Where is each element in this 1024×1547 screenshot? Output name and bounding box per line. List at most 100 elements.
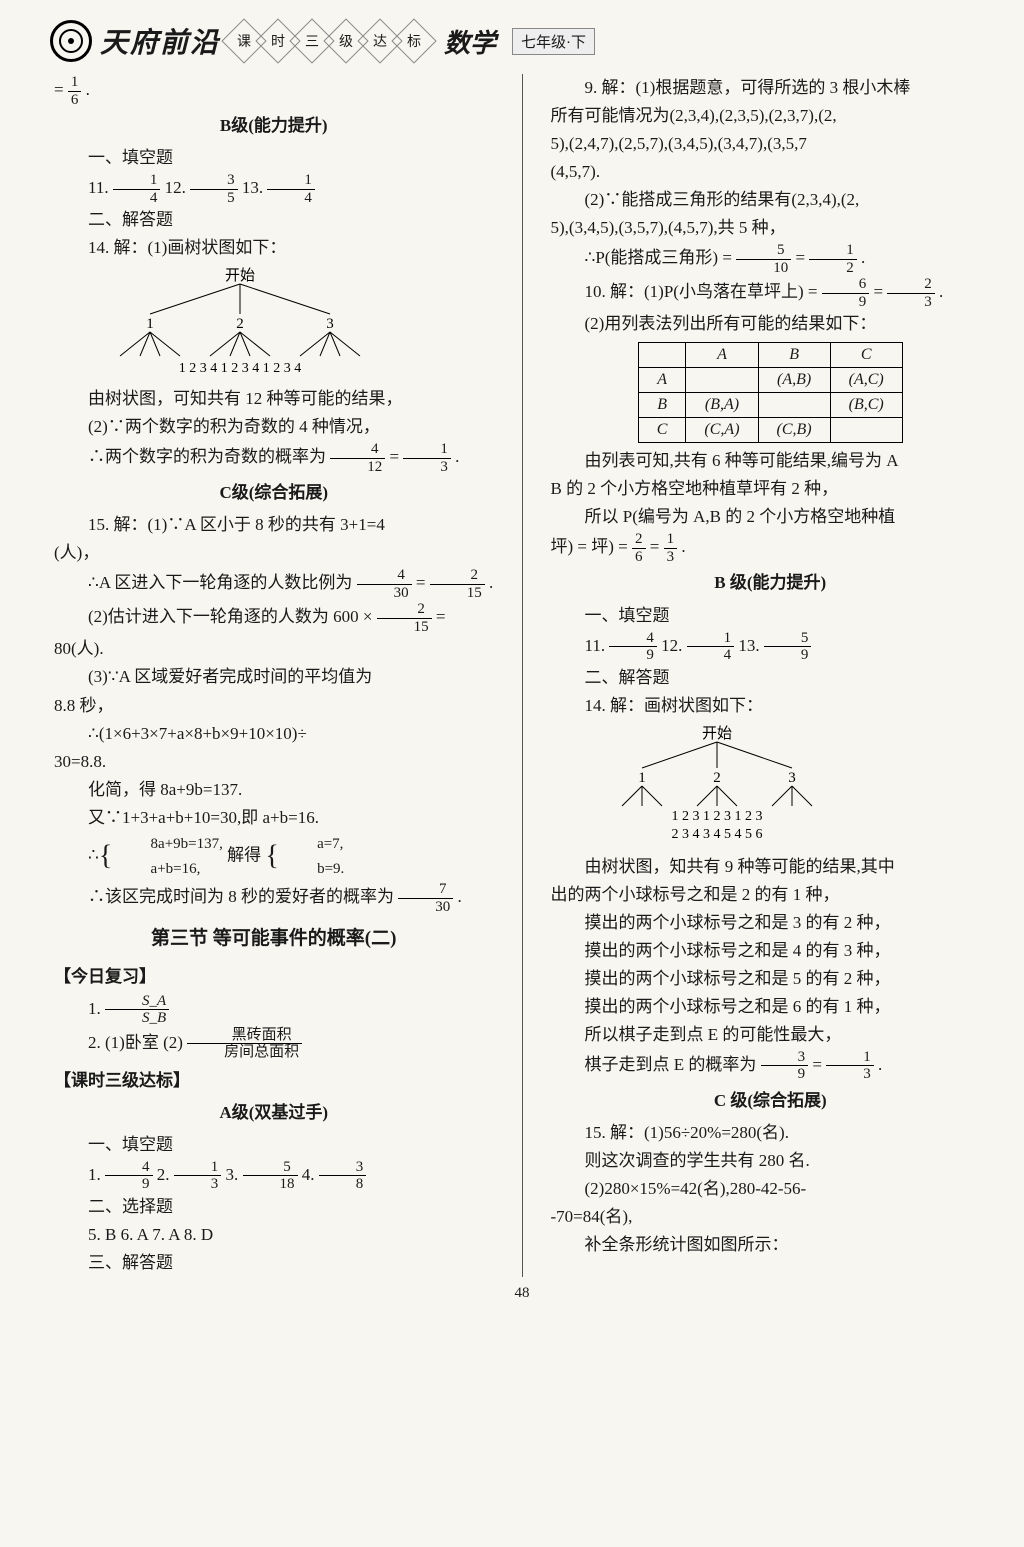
table-row: A (A,B) (A,C) xyxy=(638,368,902,393)
text-line: ∴P(能搭成三角形) = 510 = 12 . xyxy=(547,242,995,276)
text-line: 5),(2,4,7),(2,5,7),(3,4,5),(3,4,7),(3,5,… xyxy=(547,130,995,158)
svg-text:1 2 3 1 2 3 1 2 3: 1 2 3 1 2 3 1 2 3 xyxy=(671,809,762,824)
review-heading: 【今日复习】 xyxy=(50,963,498,991)
text-line: 所以棋子走到点 E 的可能性最大， xyxy=(547,1021,995,1049)
text-line: 又∵1+3+a+b+10=30,即 a+b=16. xyxy=(50,804,498,832)
fill-heading: 一、填空题 xyxy=(50,144,498,172)
text-line: (2)∵两个数字的积为奇数的 4 种情况， xyxy=(50,413,498,441)
tree-svg-icon: 开始 1 2 3 1 2 3 4 1 2 3 4 1 2 3 4 xyxy=(90,266,390,376)
text-line: 出的两个小球标号之和是 2 的有 1 种， xyxy=(547,881,995,909)
text-line: 摸出的两个小球标号之和是 5 的有 2 种， xyxy=(547,965,995,993)
target-logo-icon xyxy=(50,20,92,62)
tree-diagram: 开始 1 2 3 1 2 3 1 2 3 1 2 3 2 3 4 3 4 5 4… xyxy=(587,724,995,849)
text-line: 由树状图，可知共有 12 种等可能的结果， xyxy=(50,385,498,413)
level-c-title: C级(综合拓展) xyxy=(50,479,498,507)
header: 天府前沿 课 时 三 级 达 标 数学 七年级·下 xyxy=(50,20,994,62)
q14-line: 14. 解：画树状图如下： xyxy=(547,692,995,720)
text-line: 所以 P(编号为 A,B 的 2 个小方格空地种植 xyxy=(547,503,995,531)
svg-text:2: 2 xyxy=(713,770,721,786)
left-column: = 16 . B级(能力提升) 一、填空题 11. 14 12. 35 13. … xyxy=(50,74,498,1277)
tree-start-label: 开始 xyxy=(225,267,255,284)
table-cell: C xyxy=(638,418,686,443)
svg-text:3: 3 xyxy=(788,770,796,786)
table-cell xyxy=(758,393,830,418)
text-line: = 16 . xyxy=(50,74,498,108)
table-cell xyxy=(830,418,902,443)
level-c-title: C 级(综合拓展) xyxy=(547,1087,995,1115)
page-number: 48 xyxy=(50,1285,994,1302)
two-column-content: = 16 . B级(能力提升) 一、填空题 11. 14 12. 35 13. … xyxy=(50,74,994,1277)
page: 天府前沿 课 时 三 级 达 标 数学 七年级·下 = 16 . B级(能力提升… xyxy=(0,0,1024,1312)
answers-row: 11. 14 12. 35 13. 14 xyxy=(50,172,498,206)
table-cell: C xyxy=(830,343,902,368)
fill-heading: 一、填空题 xyxy=(547,602,995,630)
answer-heading: 三、解答题 xyxy=(50,1249,498,1277)
text-line: (3)∵A 区域爱好者完成时间的平均值为 xyxy=(50,663,498,691)
text-line: 15. 解：(1)∵A 区小于 8 秒的共有 3+1=4 xyxy=(50,511,498,539)
table-cell: B xyxy=(758,343,830,368)
answer-heading: 二、解答题 xyxy=(547,664,995,692)
tree-svg-icon: 开始 1 2 3 1 2 3 1 2 3 1 2 3 2 3 4 3 4 5 4… xyxy=(587,724,847,844)
text-line: 5),(3,4,5),(3,5,7),(4,5,7),共 5 种， xyxy=(547,214,995,242)
text-line: (2)用列表法列出所有可能的结果如下： xyxy=(547,310,995,338)
text-line: -70=84(名), xyxy=(547,1203,995,1231)
text-line: 10. 解：(1)P(小鸟落在草坪上) = 69 = 23 . xyxy=(547,276,995,310)
text-line: ∴A 区进入下一轮角逐的人数比例为 430 = 215 . xyxy=(50,567,498,601)
table-cell: (B,A) xyxy=(686,393,758,418)
section-3-title: 第三节 等可能事件的概率(二) xyxy=(50,923,498,954)
diamond: 标 xyxy=(391,18,436,63)
text-line: ∴(1×6+3×7+a×8+b×9+10×10)÷ xyxy=(50,720,498,748)
text-line: 80(人). xyxy=(50,635,498,663)
grade-badge: 七年级·下 xyxy=(512,28,595,55)
table-cell: (A,B) xyxy=(758,368,830,393)
level-b-title: B级(能力提升) xyxy=(50,112,498,140)
text-line: 9. 解：(1)根据题意，可得所选的 3 根小木棒 xyxy=(547,74,995,102)
text-line: (2)∵能搭成三角形的结果有(2,3,4),(2, xyxy=(547,186,995,214)
text-line: 摸出的两个小球标号之和是 3 的有 2 种， xyxy=(547,909,995,937)
text-line: ∴两个数字的积为奇数的概率为 412 = 13 . xyxy=(50,441,498,475)
answers-row: 11. 49 12. 14 13. 59 xyxy=(547,630,995,664)
svg-text:1 2 3 4 1 2 3 4 1 2 3 4: 1 2 3 4 1 2 3 4 1 2 3 4 xyxy=(179,361,302,376)
table-cell: A xyxy=(638,368,686,393)
text-line: 所有可能情况为(2,3,4),(2,3,5),(2,3,7),(2, xyxy=(547,102,995,130)
text-line: 坪) = 坪) = 26 = 13 . xyxy=(547,531,995,565)
text-line: 由列表可知,共有 6 种等可能结果,编号为 A xyxy=(547,447,995,475)
svg-text:1: 1 xyxy=(146,316,154,332)
text-line: ∴该区完成时间为 8 秒的爱好者的概率为 730 . xyxy=(50,881,498,915)
fill-heading: 一、填空题 xyxy=(50,1131,498,1159)
q14-line: 14. 解：(1)画树状图如下： xyxy=(50,234,498,262)
diamond-badges: 课 时 三 级 达 标 xyxy=(228,25,430,57)
outcomes-table: A B C A (A,B) (A,C) B (B,A) (B,C) xyxy=(638,342,903,443)
table-cell: (A,C) xyxy=(830,368,902,393)
level-a-title: A级(双基过手) xyxy=(50,1099,498,1127)
text-line: 则这次调查的学生共有 280 名. xyxy=(547,1147,995,1175)
brand-text: 天府前沿 xyxy=(100,21,220,61)
table-row: B (B,A) (B,C) xyxy=(638,393,902,418)
text-line: 1. S_AS_B xyxy=(50,993,498,1027)
text-line: 8.8 秒， xyxy=(50,692,498,720)
column-divider xyxy=(522,74,523,1277)
text-line: 15. 解：(1)56÷20%=280(名). xyxy=(547,1119,995,1147)
text-line: 化简，得 8a+9b=137. xyxy=(50,776,498,804)
answers-row: 1. 49 2. 13 3. 518 4. 38 xyxy=(50,1159,498,1193)
text-line: (2)280×15%=42(名),280-42-56- xyxy=(547,1175,995,1203)
svg-text:2: 2 xyxy=(236,316,244,332)
text-line: 摸出的两个小球标号之和是 4 的有 3 种， xyxy=(547,937,995,965)
text-line: 棋子走到点 E 的概率为 39 = 13 . xyxy=(547,1049,995,1083)
table-cell xyxy=(686,368,758,393)
table-row: A B C xyxy=(638,343,902,368)
text-line: 补全条形统计图如图所示： xyxy=(547,1231,995,1259)
text-line: ∴{ 8a+9b=137, a+b=16, 解得 { a=7, b=9. xyxy=(50,832,498,882)
svg-text:开始: 开始 xyxy=(701,725,731,742)
text-line: 由树状图，知共有 9 种等可能的结果,其中 xyxy=(547,853,995,881)
answer-heading: 二、解答题 xyxy=(50,206,498,234)
text-line: (4,5,7). xyxy=(547,158,995,186)
table-cell: (C,B) xyxy=(758,418,830,443)
table-cell: (B,C) xyxy=(830,393,902,418)
table-cell: (C,A) xyxy=(686,418,758,443)
subject: 数学 xyxy=(444,23,496,60)
level-b-title: B 级(能力提升) xyxy=(547,569,995,597)
text-line: B 的 2 个小方格空地种植草坪有 2 种， xyxy=(547,475,995,503)
text-line: 摸出的两个小球标号之和是 6 的有 1 种， xyxy=(547,993,995,1021)
table-row: C (C,A) (C,B) xyxy=(638,418,902,443)
